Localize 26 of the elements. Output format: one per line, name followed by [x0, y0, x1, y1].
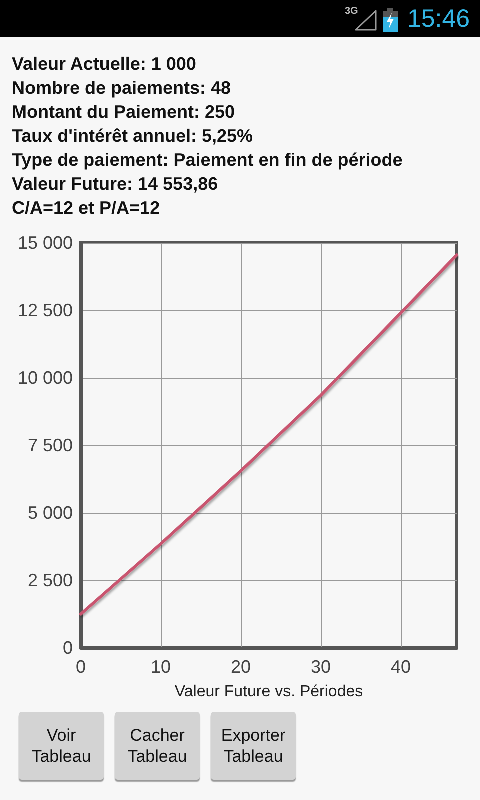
y-tick-label: 10 000	[18, 368, 73, 388]
text: Nombre de paiements: 48	[12, 77, 232, 100]
text: 15:46	[407, 5, 470, 33]
text: C/A=12 et P/A=12	[12, 197, 162, 220]
text: 3G	[345, 6, 358, 17]
x-tick-label: 0	[76, 657, 86, 677]
y-tick-label: 5 000	[28, 503, 73, 523]
y-tick-label: 2 500	[28, 570, 73, 590]
text: Type de paiement: Paiement en fin de période	[12, 149, 403, 172]
y-tick-label: 7 500	[28, 436, 73, 456]
y-tick-label: 12 500	[18, 300, 73, 320]
text: Cacher Tableau	[115, 712, 200, 780]
text: Valeur Actuelle: 1 000	[12, 53, 198, 76]
text: Voir Tableau	[19, 712, 104, 780]
text: Exporter Tableau	[211, 712, 296, 780]
text: Valeur Future: 14 553,86	[12, 173, 220, 196]
line-series	[80, 254, 458, 616]
y-tick-label: 15 000	[18, 233, 73, 253]
x-axis-title: Valeur Future vs. Périodes	[174, 684, 364, 700]
y-tick-label: 0	[62, 638, 73, 658]
x-tick-label: 30	[310, 657, 332, 677]
x-tick-label: 40	[390, 657, 412, 677]
text: Taux d'intérêt annuel: 5,25%	[12, 125, 254, 148]
text: Montant du Paiement: 250	[12, 101, 236, 124]
x-tick-label: 10	[150, 657, 172, 677]
x-tick-label: 20	[230, 657, 252, 677]
